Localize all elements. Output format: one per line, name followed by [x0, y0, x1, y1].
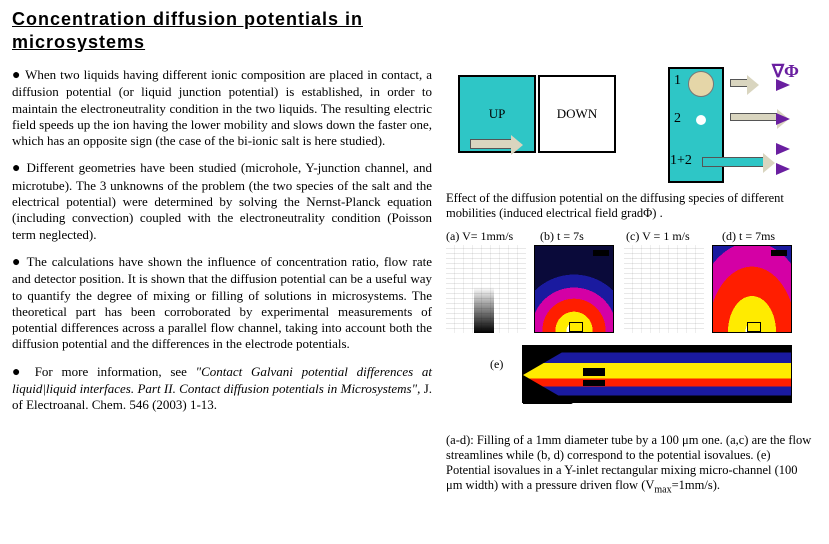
figure-2-caption: (a-d): Filling of a 1mm diameter tube by…	[446, 433, 816, 497]
gradphi-arrow-1	[776, 79, 790, 91]
arrow-into-down	[470, 139, 512, 149]
arrow-species-2	[730, 113, 778, 121]
down-cell: DOWN	[538, 75, 616, 153]
panel-c-streamlines	[624, 245, 704, 333]
species-1-icon	[688, 71, 714, 97]
panel-b-isovalues	[534, 245, 614, 333]
legend-1: 1	[674, 73, 681, 90]
arrow-species-1	[730, 79, 748, 87]
panel-e-label: (e)	[490, 357, 503, 371]
panel-a-streamlines	[446, 245, 526, 333]
y-inlet-icon	[523, 346, 573, 404]
gradphi-arrow-2	[776, 113, 790, 125]
figures-column: UP DOWN 1 2 1+2 ∇Φ Effect of the diffusi…	[446, 67, 816, 497]
panel-b-label: (b) t = 7s	[540, 229, 584, 243]
panel-a-label: (a) V= 1mm/s	[446, 229, 513, 243]
paragraph-4: ● For more information, see "Contact Gal…	[12, 364, 432, 414]
inlet-stub-b	[569, 322, 583, 332]
page-title: Concentration diffusion potentials in mi…	[12, 8, 432, 55]
gradphi-arrow-3b	[776, 163, 790, 175]
legend-1plus2: 1+2	[670, 153, 692, 170]
species-2-icon	[694, 113, 708, 127]
legend-2: 2	[674, 111, 681, 128]
panel-d-label: (d) t = 7ms	[722, 229, 775, 243]
figure-2-simulation-panels: (a) V= 1mm/s (b) t = 7s (c) V = 1 m/s (d…	[446, 229, 816, 429]
panel-d-isovalues	[712, 245, 792, 333]
gradphi-arrow-3a	[776, 143, 790, 155]
title-line-1: Concentration diffusion potentials in	[12, 9, 363, 29]
paragraph-3: ● The calculations have shown the influe…	[12, 254, 432, 353]
panel-c-label: (c) V = 1 m/s	[626, 229, 690, 243]
body-text-column: ● When two liquids having different ioni…	[12, 67, 432, 497]
inlet-stub-d	[747, 322, 761, 332]
figure-1-diffusion-schematic: UP DOWN 1 2 1+2 ∇Φ	[446, 67, 806, 187]
paragraph-2: ● Different geometries have been studied…	[12, 160, 432, 243]
paragraph-1: ● When two liquids having different ioni…	[12, 67, 432, 150]
panel-e-mixing-channel	[522, 345, 792, 403]
arrow-combined	[702, 157, 764, 167]
figure-1-caption: Effect of the diffusion potential on the…	[446, 191, 816, 221]
title-line-2: microsystems	[12, 32, 145, 52]
